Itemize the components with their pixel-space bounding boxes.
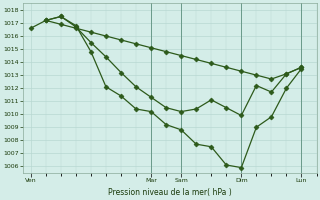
X-axis label: Pression niveau de la mer( hPa ): Pression niveau de la mer( hPa ) <box>108 188 232 197</box>
